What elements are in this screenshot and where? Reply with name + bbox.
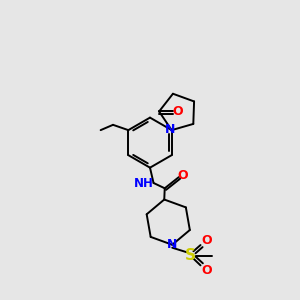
- Text: S: S: [185, 248, 196, 262]
- Text: O: O: [201, 264, 212, 277]
- Text: N: N: [165, 123, 175, 136]
- Text: O: O: [201, 234, 212, 247]
- Text: N: N: [167, 238, 177, 251]
- Text: O: O: [178, 169, 188, 182]
- Text: O: O: [172, 105, 183, 118]
- Text: NH: NH: [134, 177, 154, 190]
